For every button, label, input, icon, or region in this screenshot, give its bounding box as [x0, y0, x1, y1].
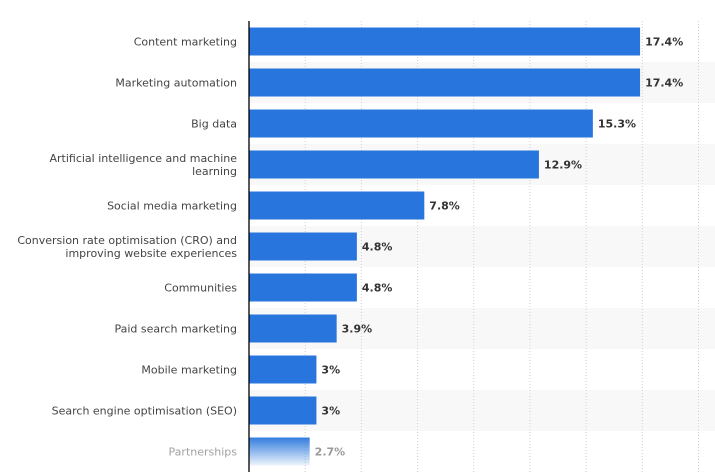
data-label: 2.7%	[315, 446, 346, 459]
category-label-line: improving website experiences	[65, 247, 237, 260]
data-label: 12.9%	[544, 159, 582, 172]
category-label-line: Partnerships	[169, 446, 238, 459]
bar	[249, 191, 425, 220]
bar	[249, 314, 337, 343]
category-label-line: Artificial intelligence and machine	[49, 152, 237, 165]
category-label: Marketing automation	[115, 77, 237, 90]
data-label: 4.8%	[362, 241, 393, 254]
bar	[249, 355, 317, 384]
category-label: Communities	[164, 282, 237, 295]
category-label-line: Marketing automation	[115, 77, 237, 90]
category-label: Content marketing	[134, 36, 237, 49]
data-label: 17.4%	[645, 36, 683, 49]
category-label: Big data	[191, 118, 237, 131]
category-label-line: Content marketing	[134, 36, 237, 49]
category-label: Search engine optimisation (SEO)	[52, 405, 237, 418]
category-label: Paid search marketing	[115, 323, 238, 336]
category-label-line: Paid search marketing	[115, 323, 238, 336]
data-label: 17.4%	[645, 77, 683, 90]
data-label: 4.8%	[362, 282, 393, 295]
category-label-line: learning	[192, 165, 237, 178]
category-label: Artificial intelligence and machine learn…	[49, 152, 237, 178]
category-label-line: Big data	[191, 118, 237, 131]
data-label: 7.8%	[429, 200, 460, 213]
bar	[249, 150, 539, 179]
category-label: Social media marketing	[107, 200, 237, 213]
bar	[249, 273, 357, 302]
data-label: 3.9%	[342, 323, 373, 336]
bar	[249, 437, 310, 466]
data-label: 3%	[321, 364, 340, 377]
bar	[249, 396, 317, 425]
bar	[249, 232, 357, 261]
category-label-line: Search engine optimisation (SEO)	[52, 405, 237, 418]
category-label: Mobile marketing	[141, 364, 237, 377]
bar	[249, 27, 641, 56]
category-label: Partnerships	[169, 446, 238, 459]
category-label-line: Conversion rate optimisation (CRO) and	[17, 234, 237, 247]
category-label-line: Mobile marketing	[141, 364, 237, 377]
bar	[249, 109, 593, 138]
category-label-line: Social media marketing	[107, 200, 237, 213]
bar	[249, 68, 641, 97]
category-label-line: Communities	[164, 282, 237, 295]
data-label: 3%	[321, 405, 340, 418]
row-band	[249, 390, 715, 431]
category-label: Conversion rate optimisation (CRO) and im…	[17, 234, 237, 260]
data-label: 15.3%	[598, 118, 636, 131]
